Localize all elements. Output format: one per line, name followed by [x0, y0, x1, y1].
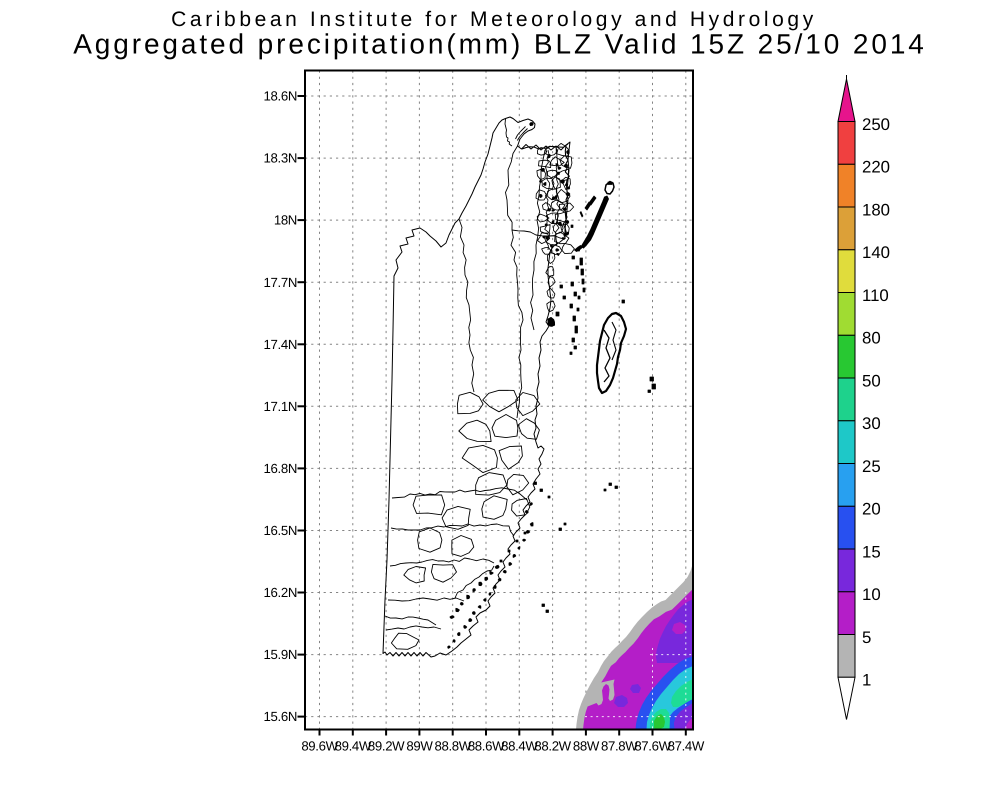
svg-text:15.9N: 15.9N: [264, 647, 297, 662]
svg-text:5: 5: [862, 628, 871, 647]
svg-text:16.2N: 16.2N: [264, 585, 297, 600]
svg-text:88.6W: 88.6W: [468, 739, 505, 754]
svg-text:88.4W: 88.4W: [501, 739, 538, 754]
svg-text:16.8N: 16.8N: [264, 461, 297, 476]
svg-text:16.5N: 16.5N: [264, 523, 297, 538]
svg-text:1: 1: [862, 671, 871, 690]
svg-text:50: 50: [862, 371, 881, 390]
svg-text:17.7N: 17.7N: [264, 275, 297, 290]
svg-text:89W: 89W: [406, 739, 433, 754]
svg-text:180: 180: [862, 200, 890, 219]
svg-text:18.3N: 18.3N: [264, 151, 297, 166]
svg-text:110: 110: [862, 286, 889, 305]
svg-text:88.2W: 88.2W: [534, 739, 571, 754]
svg-text:140: 140: [862, 243, 890, 262]
svg-text:80: 80: [862, 329, 881, 348]
svg-text:88W: 88W: [573, 739, 600, 754]
svg-text:18.6N: 18.6N: [264, 89, 297, 104]
svg-text:87.8W: 87.8W: [601, 739, 638, 754]
svg-text:15: 15: [862, 542, 881, 561]
svg-text:18N: 18N: [274, 213, 297, 228]
svg-text:17.1N: 17.1N: [264, 399, 297, 414]
svg-text:250: 250: [862, 115, 890, 134]
svg-text:Aggregated precipitation(mm) B: Aggregated precipitation(mm) BLZ Valid 1…: [73, 29, 927, 60]
svg-text:Caribbean Institute for Meteor: Caribbean Institute for Meteorology and …: [171, 8, 817, 31]
svg-text:89.4W: 89.4W: [335, 739, 372, 754]
svg-text:89.6W: 89.6W: [301, 739, 338, 754]
svg-text:25: 25: [862, 457, 881, 476]
svg-text:89.2W: 89.2W: [368, 739, 405, 754]
svg-text:87.4W: 87.4W: [668, 739, 705, 754]
svg-text:15.6N: 15.6N: [264, 709, 297, 724]
svg-text:30: 30: [862, 414, 881, 433]
svg-text:17.4N: 17.4N: [264, 337, 297, 352]
svg-text:10: 10: [862, 585, 881, 604]
svg-text:20: 20: [862, 500, 881, 519]
svg-text:87.6W: 87.6W: [634, 739, 671, 754]
svg-text:220: 220: [862, 158, 890, 177]
svg-text:88.8W: 88.8W: [435, 739, 472, 754]
